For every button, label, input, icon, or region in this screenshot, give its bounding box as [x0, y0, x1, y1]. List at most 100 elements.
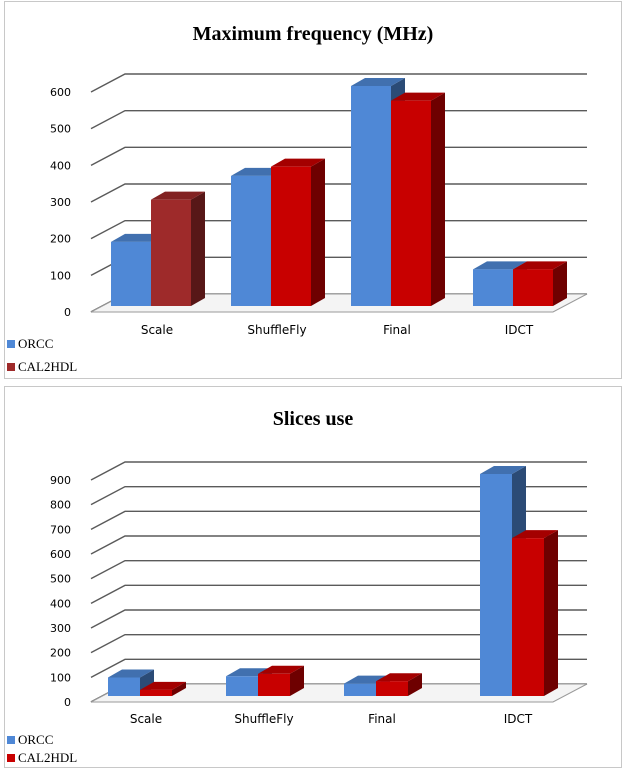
- y-tick-label: 500: [50, 123, 71, 136]
- bar-cal2hdl-shufflefly: [258, 665, 304, 696]
- bar-side: [544, 530, 558, 696]
- chart-title: Maximum frequency (MHz): [193, 23, 434, 45]
- bar-side: [191, 191, 205, 306]
- gridline: [90, 584, 587, 604]
- frequency-chart-panel: Maximum frequency (MHz) 0 100 200 300 400 500…: [4, 1, 622, 379]
- bar-top: [258, 665, 304, 674]
- bar-side: [172, 681, 186, 696]
- gridline: [90, 485, 587, 506]
- bar-top: [473, 261, 527, 270]
- gridline: [90, 559, 587, 580]
- gridline: [90, 658, 587, 678]
- y-tick-label: 600: [50, 86, 71, 99]
- bar-top: [513, 261, 567, 270]
- bar-top: [512, 530, 558, 539]
- y-tick-label: 100: [50, 269, 71, 282]
- x-category-label: Final: [383, 323, 411, 337]
- x-axis-labels: Scale ShuffleFly Final IDCT: [141, 323, 534, 337]
- y-tick-label: 600: [50, 548, 71, 561]
- bar-front: [271, 166, 311, 306]
- bar-cal2hdl-idct: [513, 261, 567, 306]
- bar-side: [290, 665, 304, 696]
- y-tick-label: 300: [50, 622, 71, 635]
- y-tick-label: 0: [64, 696, 71, 709]
- gridline: [90, 146, 587, 166]
- legend-swatch-cal2hdl: [7, 754, 15, 762]
- gridline: [90, 609, 587, 629]
- legend-label-cal2hdl: CAL2HDL: [18, 359, 77, 374]
- bar-top: [140, 681, 186, 690]
- legend-label-cal2hdl: CAL2HDL: [18, 750, 77, 765]
- legend: ORCC CAL2HDL: [7, 732, 77, 765]
- legend-label-orcc: ORCC: [18, 732, 53, 747]
- legend-label-orcc: ORCC: [18, 336, 53, 351]
- chart-title: Slices use: [273, 408, 354, 430]
- y-tick-label: 200: [50, 647, 71, 660]
- bar-front: [258, 673, 290, 696]
- bar-front: [151, 199, 191, 306]
- bar-top: [391, 92, 445, 101]
- bar-front: [111, 241, 151, 306]
- gridline: [90, 461, 587, 481]
- y-tick-label: 200: [50, 233, 71, 246]
- legend-swatch-orcc: [7, 340, 15, 348]
- legend-swatch-orcc: [7, 736, 15, 744]
- bar-front: [344, 683, 376, 696]
- x-axis-labels: Scale ShuffleFly Final IDCT: [130, 712, 533, 726]
- gridlines: [90, 461, 588, 703]
- x-category-label: IDCT: [504, 712, 533, 726]
- y-tick-label: 400: [50, 159, 71, 172]
- y-axis-ticks: 0 100 200 300 400 500 600: [50, 86, 71, 319]
- bar-front: [108, 677, 140, 696]
- y-tick-label: 900: [50, 474, 71, 487]
- legend-swatch-cal2hdl: [7, 363, 15, 371]
- bar-top: [376, 673, 422, 682]
- bar-cal2hdl-final: [376, 673, 422, 696]
- bar-front: [226, 676, 258, 696]
- bar-cal2hdl-scale: [151, 191, 205, 306]
- gridline: [90, 535, 587, 555]
- bar-front: [351, 86, 391, 306]
- bar-front: [376, 681, 408, 696]
- bar-side: [408, 673, 422, 696]
- x-category-label: Final: [368, 712, 396, 726]
- bar-side: [311, 158, 325, 306]
- bar-front: [513, 269, 553, 306]
- y-tick-label: 100: [50, 671, 71, 684]
- x-category-label: Scale: [141, 323, 173, 337]
- bar-cal2hdl-scale: [140, 681, 186, 696]
- gridline: [90, 510, 587, 530]
- bars: [108, 466, 558, 696]
- bar-front: [391, 100, 431, 307]
- gridline: [90, 633, 587, 654]
- y-tick-label: 700: [50, 523, 71, 536]
- bar-top: [271, 158, 325, 167]
- frequency-chart: Maximum frequency (MHz) 0 100 200 300 400 500…: [7, 23, 588, 374]
- bar-front: [231, 175, 271, 306]
- bar-top: [480, 466, 526, 474]
- y-axis-ticks: 0 100 200 300 400 500 600 700 800 900: [50, 474, 71, 709]
- bar-top: [108, 669, 154, 678]
- bar-side: [431, 92, 445, 307]
- slices-chart-panel: Slices use 0 100 200 300 400 500 600 700 800 900 …: [4, 386, 622, 768]
- gridline: [90, 73, 587, 93]
- bar-front: [512, 538, 544, 696]
- gridline: [90, 109, 587, 130]
- bar-front: [473, 269, 513, 306]
- bar-top: [351, 78, 405, 86]
- bar-cal2hdl-idct: [512, 530, 558, 696]
- bar-side: [553, 261, 567, 306]
- bar-top: [151, 191, 205, 200]
- y-tick-label: 800: [50, 499, 71, 512]
- slices-chart: Slices use 0100200300400500600700800900 …: [7, 408, 588, 765]
- bar-front: [480, 474, 512, 696]
- bars: [111, 78, 567, 307]
- x-category-label: ShuffleFly: [234, 712, 293, 726]
- x-category-label: ShuffleFly: [247, 323, 306, 337]
- y-tick-label: 400: [50, 597, 71, 610]
- y-tick-label: 0: [64, 306, 71, 319]
- bar-front: [140, 689, 172, 696]
- gridlines: [90, 73, 588, 313]
- x-category-label: Scale: [130, 712, 162, 726]
- legend: ORCC CAL2HDL: [7, 336, 77, 374]
